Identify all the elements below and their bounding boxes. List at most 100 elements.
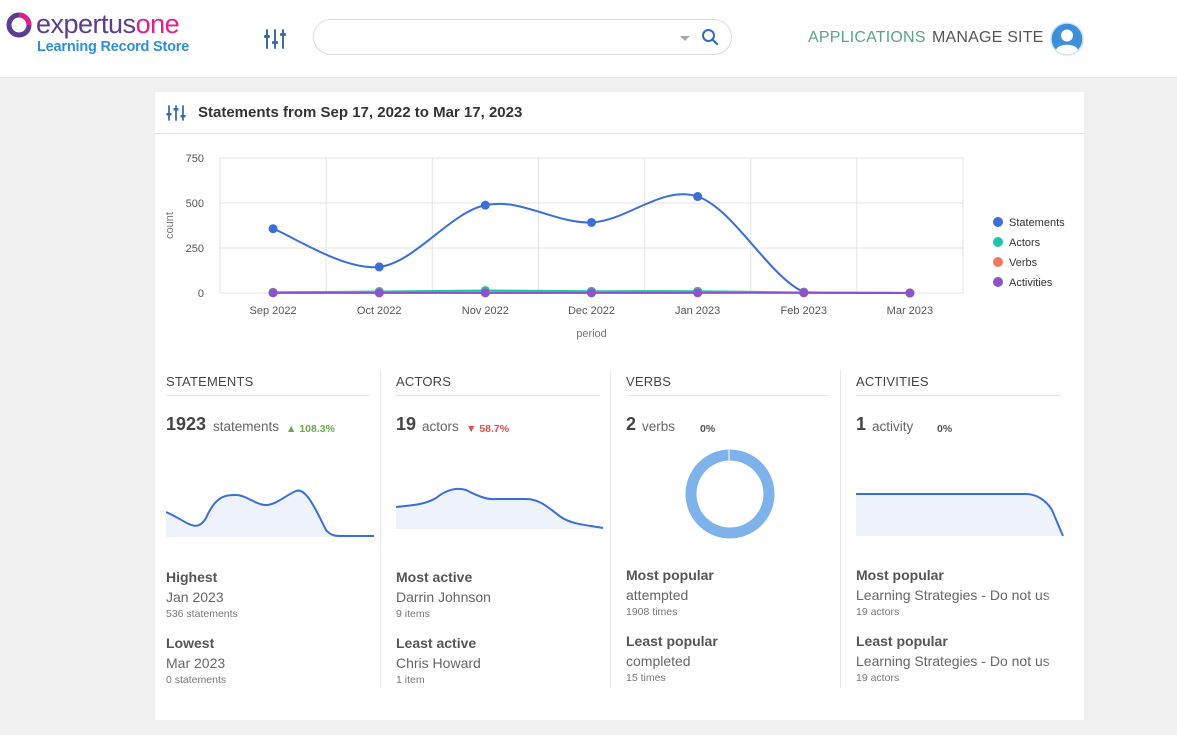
legend-label-actors: Actors	[1009, 237, 1041, 249]
legend-marker-actors	[993, 237, 1003, 247]
search-input[interactable]	[328, 28, 668, 48]
y-tick-label: 0	[198, 288, 204, 300]
stat-value-2: Learning Strategies - Do not us	[856, 653, 1060, 669]
stat-value-2: completed	[626, 653, 691, 669]
stat-key-2: Lowest	[166, 635, 215, 651]
x-tick-label: Sep 2022	[250, 305, 297, 317]
y-axis-label: count	[164, 212, 176, 239]
stat-change-up: ▲ 108.3%	[286, 423, 335, 435]
x-tick-label: Jan 2023	[675, 305, 720, 317]
search-dropdown-caret-icon[interactable]	[680, 36, 690, 41]
stat-key-2: Least popular	[856, 633, 948, 649]
stat-value-1: attempted	[626, 587, 689, 603]
stat-value-2: Chris Howard	[396, 655, 481, 671]
legend-label-statements: Statements	[1009, 217, 1065, 229]
divider	[396, 395, 600, 396]
legend-label-activities: Activities	[1009, 277, 1053, 289]
stat-count: 1923	[166, 414, 207, 434]
stat-sub-1: 1908 times	[626, 606, 678, 618]
stat-statements: STATEMENTS 1923 statements ▲ 108.3% High…	[166, 370, 374, 690]
divider	[856, 395, 1060, 396]
line-chart-svg: 750 500 250 0 Sep 2022 Oct 2022 Nov 2022 Dec 20…	[164, 153, 1065, 340]
stat-label: ACTIVITIES	[856, 374, 929, 389]
top-bar: expertusone Learning Record Store APPLIC…	[0, 0, 1177, 78]
stat-label: VERBS	[626, 374, 672, 389]
stat-sub-1: 536 statements	[166, 608, 238, 620]
stat-value-1: Learning Strategies - Do not us	[856, 587, 1060, 603]
stat-sub-2: 1 item	[396, 674, 425, 686]
arrow-up-icon: ▲	[286, 423, 297, 435]
legend-label-verbs: Verbs	[1009, 257, 1038, 269]
stat-label: STATEMENTS	[166, 374, 254, 389]
search-icon[interactable]	[701, 28, 719, 46]
data-point-activities	[587, 288, 596, 298]
data-point-activities	[905, 288, 915, 298]
data-point-statements	[587, 217, 596, 227]
filter-sliders-icon[interactable]	[262, 26, 288, 52]
stat-change-down: ▼ 58.7%	[466, 423, 510, 435]
stat-count: 1	[856, 414, 867, 434]
panel-title: Statements from Sep 17, 2022 to Mar 17, …	[198, 104, 523, 121]
data-point-statements	[374, 262, 384, 272]
stat-sub-1: 9 items	[396, 608, 430, 620]
filter-sliders-icon[interactable]	[165, 104, 187, 122]
nav-manage-site-link[interactable]: MANAGE SITE	[932, 29, 1044, 46]
data-point-activities	[374, 288, 384, 298]
column-divider	[610, 370, 611, 688]
stat-key-1: Most popular	[856, 567, 944, 583]
legend-marker-verbs	[993, 257, 1003, 267]
stat-percent: 0%	[937, 423, 953, 435]
statements-line-chart: 750 500 250 0 Sep 2022 Oct 2022 Nov 2022 Dec 20…	[155, 142, 1084, 402]
series-line-statements	[272, 193, 910, 294]
stat-key-1: Most active	[396, 569, 473, 585]
data-point-statements	[268, 224, 278, 234]
stat-key-2: Least popular	[626, 633, 718, 649]
stat-count: 2	[626, 414, 637, 434]
x-tick-label: Dec 2022	[568, 305, 615, 317]
statements-panel: Statements from Sep 17, 2022 to Mar 17, …	[155, 92, 1084, 720]
nav-applications-link[interactable]: APPLICATIONS	[808, 29, 926, 46]
stat-percent: 0%	[700, 423, 716, 435]
stat-unit: activity	[872, 419, 914, 434]
column-divider	[840, 370, 841, 688]
stat-sub-2: 0 statements	[166, 674, 227, 686]
stat-key-1: Most popular	[626, 567, 714, 583]
stat-key-1: Highest	[166, 569, 218, 585]
donut-slice	[685, 449, 775, 539]
search-box	[313, 19, 732, 55]
data-point-statements	[480, 200, 490, 210]
stat-value-2: Mar 2023	[166, 655, 226, 671]
stat-value-1: Jan 2023	[166, 589, 224, 605]
brand-name: expertusone	[36, 9, 180, 39]
divider	[626, 395, 830, 396]
x-tick-label: Feb 2023	[781, 305, 827, 317]
legend-marker-statements	[993, 217, 1003, 227]
x-tick-label: Nov 2022	[462, 305, 509, 317]
data-point-activities	[480, 288, 490, 298]
divider	[166, 395, 370, 396]
x-tick-label: Oct 2022	[357, 305, 402, 317]
data-point-activities	[799, 288, 809, 298]
stat-unit: verbs	[642, 419, 676, 434]
legend-marker-activities	[993, 277, 1003, 287]
stat-unit: statements	[213, 419, 280, 434]
app-logo[interactable]: expertusone Learning Record Store	[6, 8, 196, 60]
stat-sub-2: 19 actors	[856, 672, 900, 684]
activities-sparkline	[856, 493, 1064, 537]
column-divider	[380, 370, 381, 688]
data-point-statements	[693, 192, 703, 202]
y-tick-label: 500	[186, 198, 204, 210]
stat-sub-2: 15 times	[626, 672, 666, 684]
stat-key-2: Least active	[396, 635, 477, 651]
statements-sparkline	[166, 489, 374, 537]
verbs-donut-chart	[685, 449, 775, 539]
y-tick-label: 250	[186, 243, 204, 255]
stat-sub-1: 19 actors	[856, 606, 900, 618]
panel-header: Statements from Sep 17, 2022 to Mar 17, …	[155, 92, 1084, 134]
stat-value-1: Darrin Johnson	[396, 589, 491, 605]
data-point-activities	[693, 288, 703, 298]
stat-unit: actors	[422, 419, 459, 434]
y-tick-label: 750	[186, 153, 204, 165]
user-avatar-icon[interactable]	[1050, 22, 1084, 56]
stat-verbs: VERBS 2 verbs 0% Most popular attempted …	[626, 370, 832, 690]
